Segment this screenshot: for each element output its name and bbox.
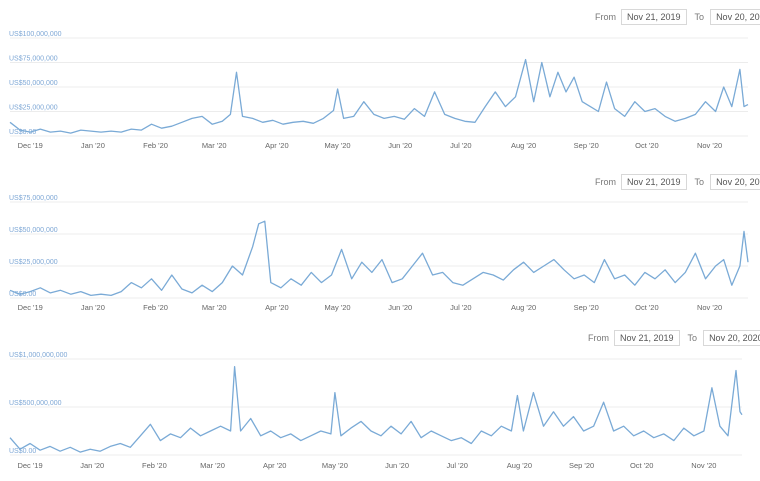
x-tick-label: May '20 [325, 303, 351, 312]
y-tick-label: US$50,000,000 [9, 227, 58, 234]
to-date-input[interactable]: Nov 20, 2020 [710, 9, 760, 25]
series-line [9, 58, 749, 134]
x-tick-label: Mar '20 [202, 303, 227, 312]
to-date-input[interactable]: Nov 20, 2020 [703, 330, 760, 346]
x-tick-label: Feb '20 [143, 141, 168, 150]
date-range-1: From Nov 21, 2019 To Nov 20, 2020 [595, 9, 760, 25]
x-tick-label: Jan '20 [80, 461, 104, 470]
x-tick-label: Sep '20 [574, 303, 599, 312]
x-tick-label: Nov '20 [691, 461, 716, 470]
x-tick-label: Jan '20 [81, 303, 105, 312]
chart-panel-3: From Nov 21, 2019 To Nov 20, 2020 US$0.0… [0, 325, 760, 481]
x-tick-label: Jun '20 [388, 303, 412, 312]
y-tick-label: US$25,000,000 [9, 259, 58, 266]
x-tick-label: Oct '20 [630, 461, 654, 470]
x-tick-label: Jun '20 [388, 141, 412, 150]
y-tick-label: US$0.00 [9, 291, 36, 298]
x-tick-label: May '20 [325, 141, 351, 150]
x-tick-label: Dec '19 [17, 461, 42, 470]
x-tick-label: Mar '20 [200, 461, 225, 470]
line-chart-1: US$0.00 US$25,000,000 US$50,000,000 US$75,0… [9, 31, 749, 150]
from-label: From [595, 177, 616, 187]
from-label: From [595, 12, 616, 22]
x-tick-label: Jun '20 [385, 461, 409, 470]
y-tick-label: US$0.00 [9, 129, 36, 136]
to-label: To [687, 333, 698, 343]
y-tick-label: US$1,000,000,000 [9, 352, 67, 359]
line-chart-2: US$0.00 US$25,000,000 US$50,000,000 US$75,0… [9, 195, 749, 312]
series-line [9, 366, 743, 453]
x-tick-label: Oct '20 [635, 141, 659, 150]
x-tick-label: Oct '20 [635, 303, 659, 312]
x-tick-label: Jul '20 [446, 461, 467, 470]
to-label: To [694, 12, 705, 22]
chart-panel-1: From Nov 21, 2019 To Nov 20, 2020 US$0.0… [0, 0, 760, 160]
x-tick-label: Jan '20 [81, 141, 105, 150]
x-tick-label: Aug '20 [511, 141, 536, 150]
y-tick-label: US$100,000,000 [9, 31, 62, 38]
x-tick-label: Sep '20 [569, 461, 594, 470]
from-date-input[interactable]: Nov 21, 2019 [621, 174, 687, 190]
date-range-3: From Nov 21, 2019 To Nov 20, 2020 [588, 330, 760, 346]
x-tick-label: Jul '20 [450, 303, 471, 312]
to-date-input[interactable]: Nov 20, 2020 [710, 174, 760, 190]
y-tick-label: US$0.00 [9, 448, 36, 455]
to-label: To [694, 177, 705, 187]
from-date-input[interactable]: Nov 21, 2019 [614, 330, 680, 346]
x-tick-label: Nov '20 [697, 303, 722, 312]
date-range-2: From Nov 21, 2019 To Nov 20, 2020 [595, 174, 760, 190]
x-tick-label: Aug '20 [507, 461, 532, 470]
x-tick-label: Jul '20 [450, 141, 471, 150]
chart-panel-2: From Nov 21, 2019 To Nov 20, 2020 US$0.0… [0, 165, 760, 325]
x-tick-label: Nov '20 [697, 141, 722, 150]
x-tick-label: Dec '19 [18, 141, 43, 150]
y-tick-label: US$25,000,000 [9, 105, 58, 112]
y-tick-label: US$500,000,000 [9, 400, 62, 407]
y-tick-label: US$75,000,000 [9, 195, 58, 202]
y-tick-label: US$75,000,000 [9, 56, 58, 63]
x-tick-label: May '20 [322, 461, 348, 470]
x-tick-label: Feb '20 [142, 461, 167, 470]
x-tick-label: Apr '20 [265, 141, 289, 150]
x-tick-label: Apr '20 [265, 303, 289, 312]
x-tick-label: Feb '20 [143, 303, 168, 312]
x-tick-label: Mar '20 [202, 141, 227, 150]
x-tick-label: Dec '19 [18, 303, 43, 312]
from-label: From [588, 333, 609, 343]
y-tick-label: US$50,000,000 [9, 80, 58, 87]
x-tick-label: Aug '20 [511, 303, 536, 312]
series-line [9, 220, 749, 297]
x-tick-label: Sep '20 [574, 141, 599, 150]
x-tick-label: Apr '20 [263, 461, 287, 470]
line-chart-3: US$0.00 US$500,000,000 US$1,000,000,000 Dec… [9, 352, 743, 470]
from-date-input[interactable]: Nov 21, 2019 [621, 9, 687, 25]
